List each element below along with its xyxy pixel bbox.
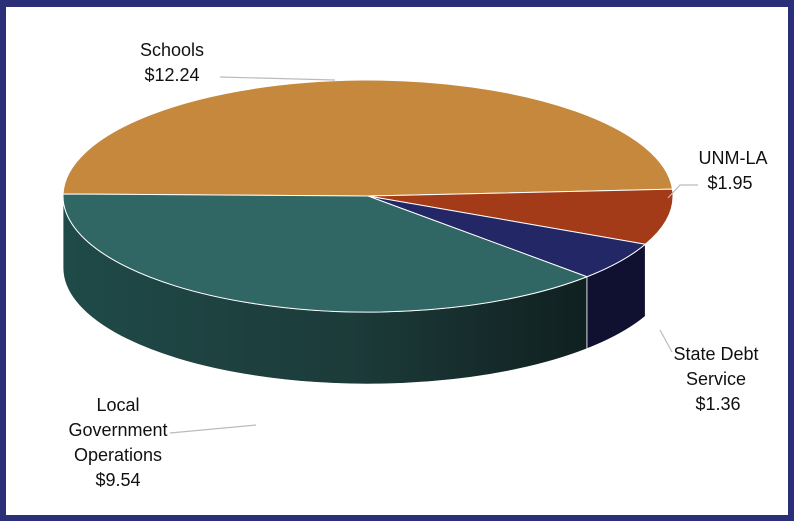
label-schools: Schools (140, 40, 204, 60)
label-local-gov-line1: Local (96, 395, 139, 415)
label-state-debt-line2: Service (686, 369, 746, 389)
label-state-debt-line1: State Debt (673, 344, 758, 364)
value-unm-la: $1.95 (707, 173, 752, 193)
value-state-debt: $1.36 (695, 394, 740, 414)
leader-line-schools (219, 76, 336, 81)
label-unm-la: UNM-LA (698, 148, 767, 168)
pie-slice-schools (62, 79, 674, 197)
label-local-gov-line3: Operations (74, 445, 162, 465)
label-local-gov-line2: Government (68, 420, 167, 440)
value-schools: $12.24 (144, 65, 199, 85)
pie-slice-local-government (62, 193, 589, 313)
value-local-gov: $9.54 (95, 470, 140, 490)
pie-slice-unm-la (367, 188, 674, 245)
leader-line-local-government (169, 424, 257, 434)
leader-line-state-debt (659, 329, 673, 353)
leader-line-unm-la (667, 184, 698, 199)
